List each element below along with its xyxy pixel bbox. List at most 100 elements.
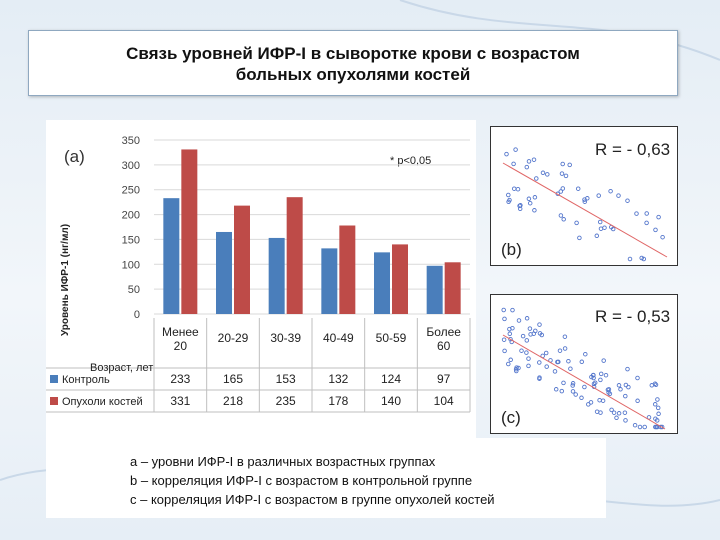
scatter-point	[634, 211, 639, 216]
trend-line-c	[502, 334, 666, 430]
scatter-point	[517, 206, 523, 212]
scatter-point	[598, 410, 603, 415]
scatter-point	[616, 383, 622, 388]
legend-label: Опухоли костей	[62, 396, 143, 408]
caption-a: а – уровни ИФР-I в различных возрастных …	[130, 454, 436, 469]
significance-annotation: * p<0,05	[390, 155, 431, 167]
x-tick-label: Менее	[162, 325, 199, 339]
scatter-point	[502, 316, 507, 322]
scatter-point	[526, 363, 531, 369]
scatter-point	[574, 220, 579, 226]
scatter-point	[637, 424, 643, 430]
scatter-point	[513, 366, 519, 372]
scatter-point	[558, 189, 564, 194]
scatter-point	[508, 357, 513, 363]
scatter-point	[656, 411, 661, 417]
data-label: 132	[328, 372, 348, 386]
slide-title: Связь уровней ИФР-I в сыворотке крови с …	[29, 43, 677, 85]
scatter-point	[568, 366, 573, 371]
scatter-point	[506, 199, 511, 205]
y-tick-label: 150	[122, 234, 140, 246]
bar-control	[374, 252, 390, 314]
bar-control	[163, 198, 180, 314]
scatter-point	[608, 188, 613, 194]
scatter-point	[562, 334, 568, 339]
data-label: 233	[170, 372, 190, 386]
scatter-point	[623, 393, 628, 399]
scatter-point	[527, 326, 533, 331]
scatter-point	[590, 372, 596, 378]
data-label: 218	[223, 394, 243, 408]
scatter-point	[561, 380, 566, 386]
scatter-point	[644, 211, 649, 216]
scatter-point	[655, 405, 661, 411]
bar-control	[426, 265, 443, 314]
scatter-point	[559, 171, 565, 176]
scatter-point	[632, 422, 638, 428]
scatter-plot-b: R = - 0,63 (b)	[501, 140, 670, 262]
r-value-c: R = - 0,53	[595, 307, 670, 326]
scatter-point	[526, 196, 532, 202]
x-tick-label: 20-29	[218, 331, 249, 345]
scatter-point	[652, 381, 658, 386]
scatter-point	[582, 199, 588, 204]
scatter-point	[515, 186, 521, 192]
scatter-point	[653, 424, 658, 430]
x-tick-label: 50-59	[376, 331, 407, 345]
data-label: 140	[381, 394, 401, 408]
scatter-point	[520, 333, 526, 339]
panel-a-label: (a)	[64, 147, 85, 166]
scatter-point	[606, 390, 611, 395]
scatter-point	[545, 172, 550, 177]
x-tick-label: 60	[437, 339, 451, 353]
scatter-point	[524, 350, 529, 355]
scatter-point	[635, 375, 640, 381]
legend-swatch-control	[50, 375, 58, 383]
scatter-point	[603, 372, 609, 378]
scatter-point	[611, 410, 617, 415]
scatter-point	[577, 235, 582, 241]
scatter-point	[609, 407, 614, 413]
data-label: 178	[328, 394, 348, 408]
scatter-point	[501, 337, 507, 342]
data-label: 235	[276, 394, 296, 408]
scatter-point	[561, 217, 566, 222]
scatter-point	[533, 328, 538, 334]
bar-control	[321, 248, 338, 314]
scatter-point	[653, 227, 658, 233]
x-tick-label: 30-39	[270, 331, 301, 345]
caption-b: b – корреляция ИФР-I с возрастом в контр…	[130, 473, 473, 488]
bar-tumor	[234, 205, 250, 314]
scatter-point	[510, 307, 515, 313]
scatter-point	[526, 159, 532, 164]
r-value-b: R = - 0,63	[595, 140, 670, 159]
caption-c: с – корреляция ИФР-I с возрастом в групп…	[130, 492, 495, 507]
data-label: 104	[434, 394, 454, 408]
scatter-point	[601, 358, 606, 363]
legend-label: Контроль	[62, 374, 110, 386]
scatter-point	[537, 322, 542, 327]
x-tick-label: Более	[426, 325, 461, 339]
scatter-point	[655, 397, 660, 402]
scatter-point	[656, 214, 661, 220]
scatter-point	[594, 233, 600, 239]
scatter-point	[579, 395, 584, 401]
scatter-point	[623, 382, 629, 388]
scatter-point	[532, 208, 537, 213]
scatter-point	[653, 416, 658, 421]
scatter-point	[544, 364, 549, 369]
scatter-plot-c: R = - 0,53 (c)	[501, 307, 670, 430]
scatter-point	[553, 387, 559, 392]
scatter-point	[537, 360, 542, 365]
title-line-1: Связь уровней ИФР-I в сыворотке крови с …	[126, 44, 580, 63]
scatter-point	[557, 348, 563, 353]
y-tick-label: 0	[134, 309, 140, 321]
scatter-point	[591, 375, 596, 381]
scatter-point	[524, 338, 530, 343]
scatter-panel-c: R = - 0,53 (c)	[490, 294, 678, 434]
data-label: 331	[170, 394, 190, 408]
scatter-point	[639, 255, 644, 261]
scatter-point	[588, 400, 594, 405]
scatter-point	[602, 225, 607, 230]
scatter-point	[507, 326, 512, 332]
